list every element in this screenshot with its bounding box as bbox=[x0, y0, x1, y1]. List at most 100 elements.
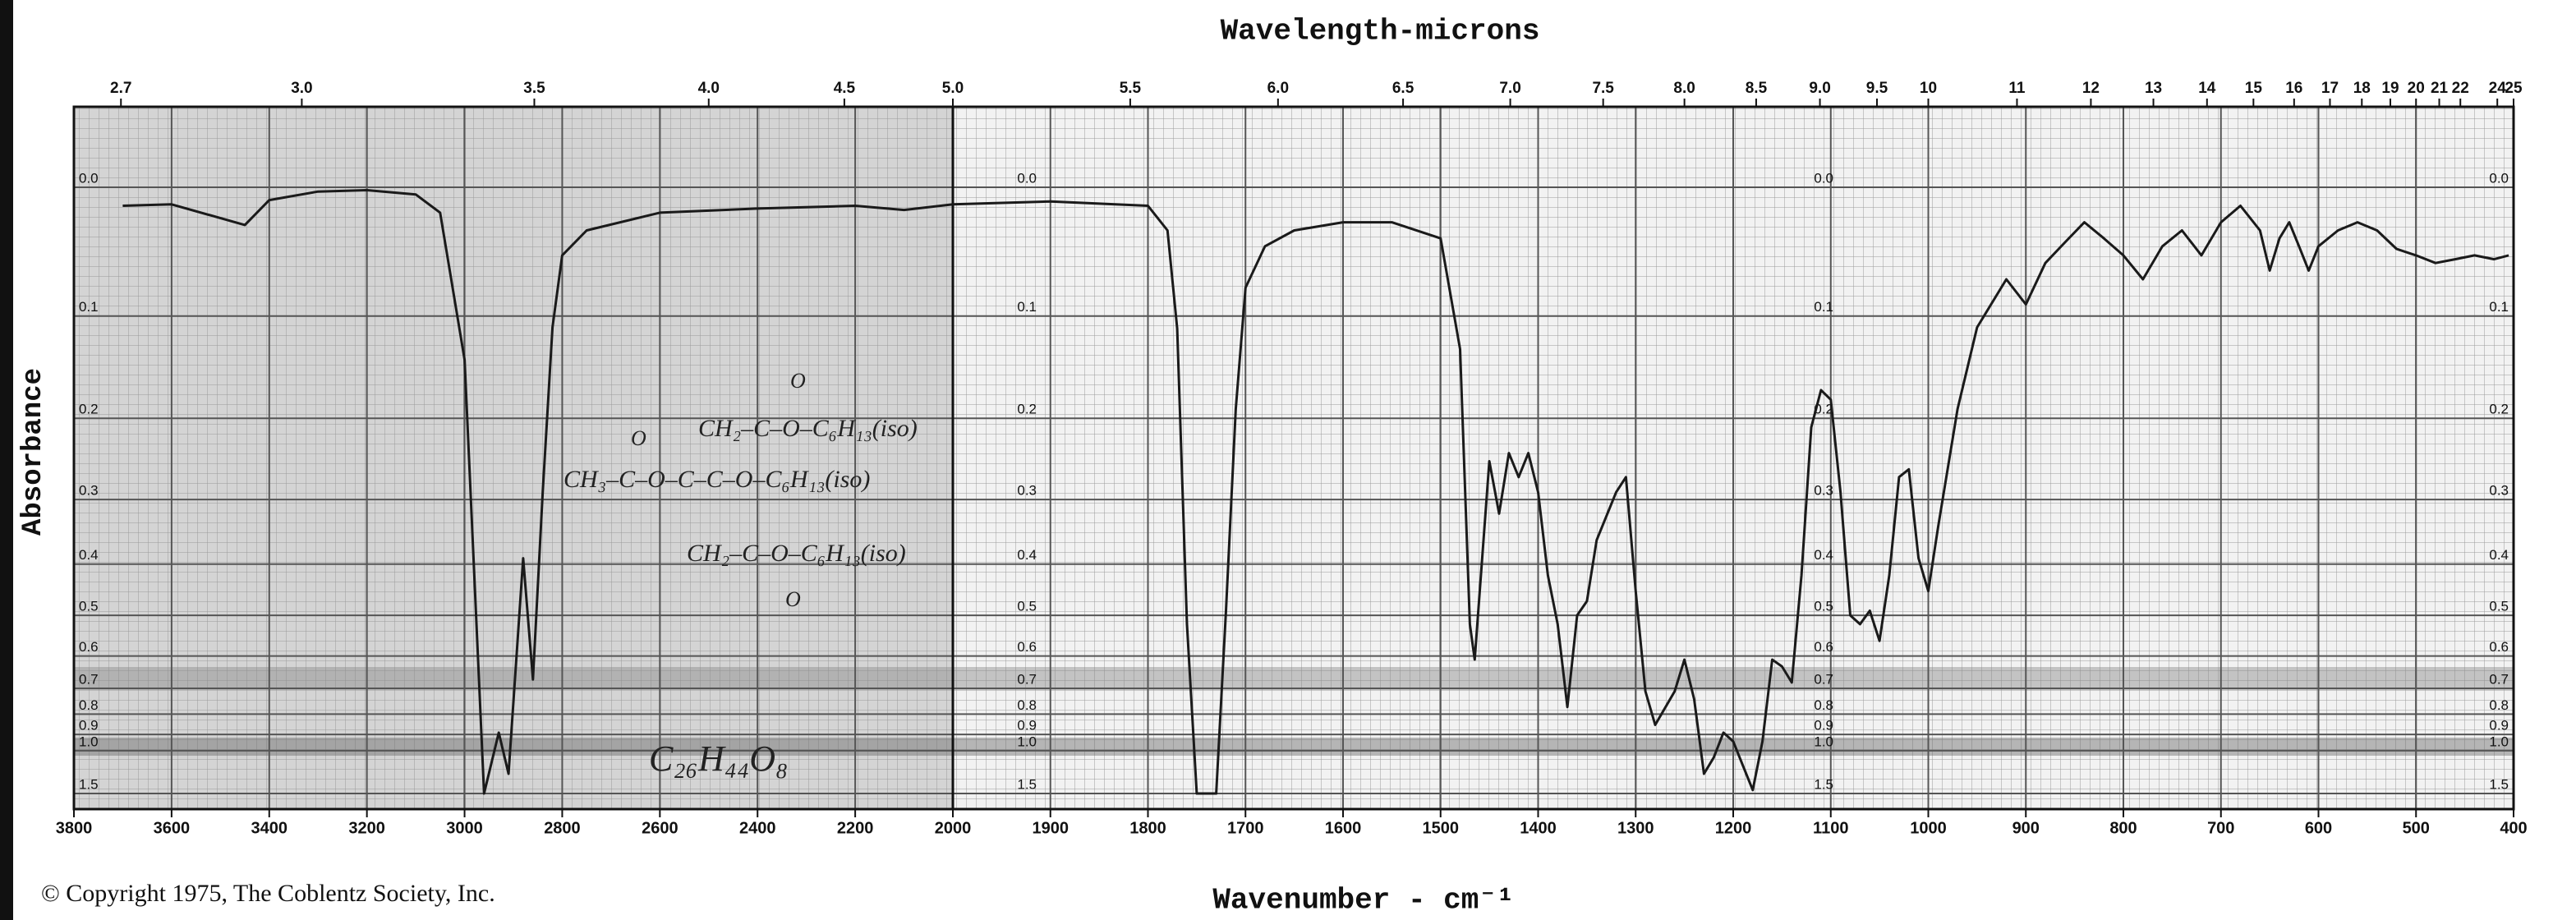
x-tick-label: 700 bbox=[2207, 819, 2234, 837]
y-tick-label: 0.6 bbox=[1814, 639, 1833, 655]
x-tick-label: 3000 bbox=[446, 819, 483, 837]
y-tick-label: 0.3 bbox=[2489, 483, 2509, 499]
y-tick-label: 1.0 bbox=[1814, 734, 1833, 749]
annotation: CH₂–C–O–C₆H₁₃(iso) bbox=[687, 540, 906, 567]
x-tick-label: 2200 bbox=[837, 819, 874, 837]
x-tick-label: 1800 bbox=[1129, 819, 1166, 837]
y-tick-label: 0.8 bbox=[1814, 697, 1833, 713]
x2-tick-label: 5.0 bbox=[942, 80, 964, 97]
x-tick-label: 3400 bbox=[251, 819, 288, 837]
y-tick-label: 0.3 bbox=[1814, 483, 1833, 499]
x2-tick-label: 17 bbox=[2321, 80, 2339, 97]
x2-tick-label: 11 bbox=[2008, 80, 2026, 97]
x-tick-label: 500 bbox=[2403, 819, 2430, 837]
x-tick-label: 2800 bbox=[544, 819, 581, 837]
x-axis-label: Wavenumber - cm⁻¹ bbox=[1212, 884, 1514, 918]
x-tick-label: 1900 bbox=[1033, 819, 1070, 837]
x2-tick-label: 13 bbox=[2145, 80, 2162, 97]
y-tick-label: 0.3 bbox=[79, 483, 99, 499]
y-tick-label: 0.4 bbox=[79, 547, 99, 563]
y-tick-label: 0.9 bbox=[1017, 718, 1037, 734]
y-tick-label: 0.1 bbox=[1017, 299, 1037, 315]
y-tick-label: 1.0 bbox=[79, 734, 99, 749]
spectrum-line bbox=[122, 189, 2509, 795]
y-tick-label: 0.7 bbox=[1017, 672, 1037, 688]
y-tick-label: 0.3 bbox=[1017, 483, 1037, 499]
y-tick-label: 0.4 bbox=[1017, 547, 1037, 563]
y-tick-label: 0.8 bbox=[2489, 697, 2509, 713]
y-tick-label: 0.1 bbox=[1814, 299, 1833, 315]
x2-tick-label: 2.7 bbox=[110, 80, 131, 97]
x2-tick-label: 4.5 bbox=[834, 80, 856, 97]
y-tick-label: 0.0 bbox=[1017, 170, 1037, 186]
x2-tick-label: 18 bbox=[2353, 80, 2371, 97]
x2-tick-label: 6.5 bbox=[1392, 80, 1414, 97]
x2-tick-label: 8.5 bbox=[1746, 80, 1768, 97]
x-tick-label: 1700 bbox=[1227, 819, 1264, 837]
x-tick-label: 1000 bbox=[1910, 819, 1947, 837]
x2-tick-label: 24 bbox=[2489, 80, 2507, 97]
y-tick-label: 0.2 bbox=[1814, 402, 1833, 417]
x-tick-label: 1400 bbox=[1520, 819, 1557, 837]
shade-band bbox=[74, 738, 2514, 756]
y-tick-label: 1.5 bbox=[1017, 776, 1037, 792]
x2-tick-label: 3.5 bbox=[523, 80, 545, 97]
y-tick-label: 1.5 bbox=[79, 776, 99, 792]
y-tick-label: 0.7 bbox=[2489, 672, 2509, 688]
annotation: O bbox=[785, 587, 801, 611]
grid bbox=[73, 107, 2514, 809]
x2-tick-label: 8.0 bbox=[1673, 80, 1695, 97]
x2-tick-label: 4.0 bbox=[698, 80, 720, 97]
y-tick-label: 0.0 bbox=[1814, 170, 1833, 186]
x-tick-label: 1300 bbox=[1617, 819, 1654, 837]
x2-tick-label: 21 bbox=[2431, 80, 2449, 97]
x-tick-label: 400 bbox=[2500, 819, 2527, 837]
x2-tick-label: 6.0 bbox=[1267, 80, 1289, 97]
x2-tick-label: 12 bbox=[2082, 80, 2100, 97]
x-tick-label: 3200 bbox=[348, 819, 385, 837]
y-tick-label: 0.2 bbox=[2489, 402, 2509, 417]
x-tick-label: 800 bbox=[2109, 819, 2137, 837]
x-tick-label: 1100 bbox=[1813, 819, 1848, 837]
x-tick-label: 3800 bbox=[56, 819, 93, 837]
y-tick-label: 0.2 bbox=[1017, 402, 1037, 417]
x-tick-label: 2600 bbox=[642, 819, 678, 837]
formula: C₂₆H₄₄O₈ bbox=[649, 738, 788, 779]
y-tick-label: 0.7 bbox=[79, 672, 99, 688]
y-tick-label: 0.5 bbox=[1017, 599, 1037, 614]
x2-tick-label: 5.5 bbox=[1120, 80, 1142, 97]
copyright: © Copyright 1975, The Coblentz Society, … bbox=[41, 880, 495, 907]
x2-tick-label: 14 bbox=[2198, 80, 2216, 97]
shade-band bbox=[74, 667, 2514, 690]
y-axis-label: Absorbance bbox=[18, 368, 49, 536]
y-tick-label: 0.8 bbox=[79, 697, 99, 713]
y-tick-label: 1.5 bbox=[1814, 776, 1833, 792]
x2-tick-label: 19 bbox=[2381, 80, 2399, 97]
y-tick-label: 0.9 bbox=[2489, 718, 2509, 734]
y-tick-label: 0.1 bbox=[79, 299, 99, 315]
y-tick-label: 0.6 bbox=[1017, 639, 1037, 655]
x-tick-label: 2000 bbox=[935, 819, 972, 837]
annotation: O bbox=[790, 369, 806, 393]
plot-frame bbox=[72, 105, 2515, 811]
y-tick-label: 0.6 bbox=[79, 639, 99, 655]
x2-tick-label: 16 bbox=[2285, 80, 2302, 97]
y-tick-label: 0.9 bbox=[79, 718, 99, 734]
x-tick-label: 2400 bbox=[739, 819, 776, 837]
annotation: CH₂–C–O–C₆H₁₃(iso) bbox=[698, 415, 918, 442]
y-tick-label: 0.2 bbox=[79, 402, 99, 417]
y-tick-label: 0.8 bbox=[1017, 697, 1037, 713]
y-tick-label: 1.0 bbox=[1017, 734, 1037, 749]
y-tick-label: 0.4 bbox=[2489, 547, 2509, 563]
y-tick-label: 0.7 bbox=[1814, 672, 1833, 688]
x2-tick-label: 22 bbox=[2452, 80, 2469, 97]
y-tick-label: 0.4 bbox=[1814, 547, 1833, 563]
y-tick-label: 0.0 bbox=[79, 170, 99, 186]
x2-tick-label: 20 bbox=[2408, 80, 2425, 97]
annotation: O bbox=[631, 426, 646, 450]
y-tick-label: 0.1 bbox=[2489, 299, 2509, 315]
y-tick-label: 0.5 bbox=[1814, 599, 1833, 614]
x-tick-label: 1500 bbox=[1423, 819, 1460, 837]
y-tick-label: 0.0 bbox=[2489, 170, 2509, 186]
x2-tick-label: 9.5 bbox=[1866, 80, 1888, 97]
